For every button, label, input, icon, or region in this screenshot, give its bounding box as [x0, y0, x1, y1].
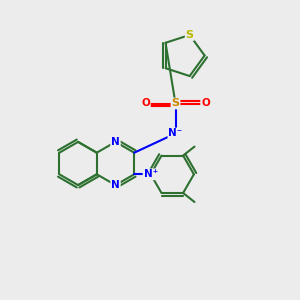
Text: N: N: [111, 180, 120, 190]
Text: S: S: [172, 98, 179, 109]
Text: N⁻: N⁻: [168, 128, 183, 139]
Text: O: O: [201, 98, 210, 109]
Text: N⁺: N⁺: [144, 169, 158, 179]
Text: S: S: [186, 30, 194, 40]
Text: N: N: [111, 137, 120, 147]
Text: O: O: [141, 98, 150, 109]
